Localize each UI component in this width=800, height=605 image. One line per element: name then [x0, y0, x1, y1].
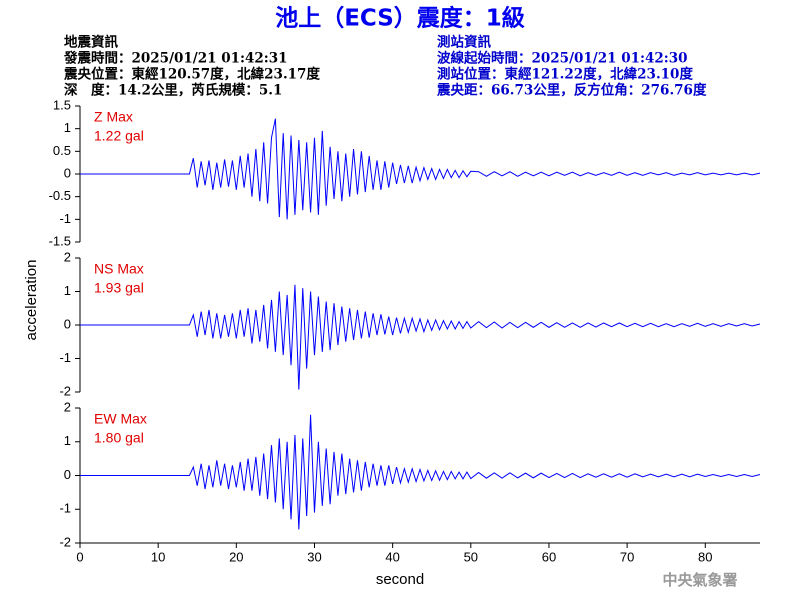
y-tick-label: -0.5: [49, 188, 71, 203]
y-tick-label: 2: [64, 249, 71, 264]
max-label: 1.80 gal: [94, 430, 144, 446]
x-tick-label: 60: [542, 549, 556, 564]
component-label: EW Max: [94, 411, 147, 427]
station-info: 測站資訊: [437, 34, 491, 51]
footer: 中央氣象署: [662, 571, 737, 589]
y-axis-label: acceleration: [23, 260, 40, 341]
waveform: [80, 284, 761, 390]
y-tick-label: 1: [64, 120, 71, 135]
max-label: 1.93 gal: [94, 280, 144, 296]
y-tick-label: 1: [64, 433, 71, 448]
x-tick-label: 50: [464, 549, 478, 564]
component-label: NS Max: [94, 261, 144, 277]
x-tick-label: 70: [620, 549, 634, 564]
event-info: 震央位置：東經120.57度，北緯23.17度: [63, 66, 320, 83]
station-info: 波線起始時間：2025/01/21 01:42:30: [437, 50, 688, 67]
y-tick-label: -1.5: [49, 233, 71, 248]
x-tick-label: 40: [385, 549, 399, 564]
x-tick-label: 80: [698, 549, 712, 564]
y-tick-label: -1: [59, 211, 71, 226]
waveform: [80, 118, 761, 220]
y-tick-label: 0: [64, 467, 71, 482]
event-info: 深 度：14.2公里，芮氏規模：5.1: [64, 82, 282, 99]
x-tick-label: 30: [307, 549, 321, 564]
waveform: [80, 414, 761, 530]
x-tick-label: 0: [76, 549, 83, 564]
event-info: 地震資訊: [64, 34, 118, 51]
y-tick-label: -1: [59, 501, 71, 516]
station-info: 測站位置：東經121.22度，北緯23.10度: [437, 66, 693, 83]
event-info: 發震時間：2025/01/21 01:42:31: [63, 50, 288, 67]
y-tick-label: 1: [64, 283, 71, 298]
x-tick-label: 20: [229, 549, 243, 564]
y-tick-label: -1: [59, 350, 71, 365]
y-tick-label: 1.5: [53, 97, 71, 112]
y-tick-label: 0: [64, 165, 71, 180]
y-tick-label: 0: [64, 316, 71, 331]
station-info: 震央距：66.73公里，反方位角：276.76度: [436, 82, 707, 99]
y-tick-label: 0.5: [53, 143, 71, 158]
max-label: 1.22 gal: [94, 128, 144, 144]
x-tick-label: 10: [151, 549, 165, 564]
component-label: Z Max: [94, 109, 133, 125]
x-axis-label: second: [376, 571, 424, 588]
y-tick-label: -2: [59, 383, 71, 398]
y-tick-label: 2: [64, 399, 71, 414]
y-tick-label: -2: [59, 534, 71, 549]
title: 池上（ECS）震度：1級: [275, 5, 525, 32]
